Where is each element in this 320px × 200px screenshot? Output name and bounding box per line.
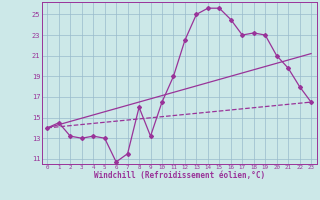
- X-axis label: Windchill (Refroidissement éolien,°C): Windchill (Refroidissement éolien,°C): [94, 171, 265, 180]
